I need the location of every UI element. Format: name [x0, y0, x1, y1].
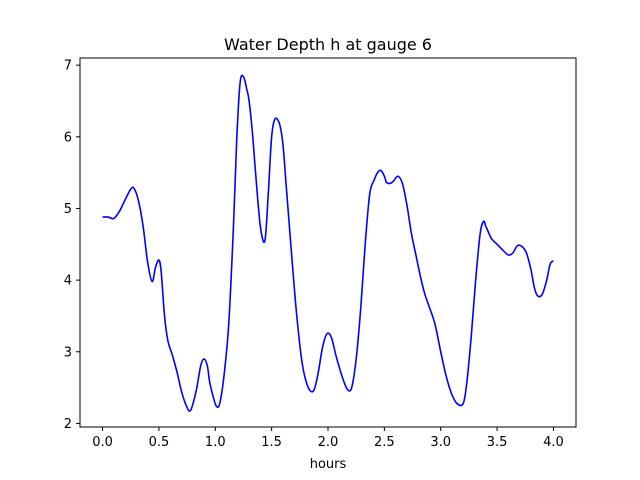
y-tick-label: 2: [64, 417, 72, 432]
x-tick-label: 3.5: [487, 435, 508, 450]
y-tick-label: 5: [64, 202, 72, 217]
x-axis-label: hours: [310, 457, 347, 472]
y-axis-ticks: 2 3 4 5 6 7: [64, 59, 80, 432]
y-tick-label: 4: [64, 274, 72, 289]
y-tick-label: 6: [64, 130, 72, 145]
x-tick-label: 4.0: [543, 435, 564, 450]
chart-title: Water Depth h at gauge 6: [224, 35, 432, 54]
plot-frame: [79, 57, 577, 428]
x-tick-label: 1.5: [261, 435, 282, 450]
x-tick-label: 0.0: [92, 435, 113, 450]
x-tick-label: 1.0: [205, 435, 226, 450]
x-tick-label: 2.5: [374, 435, 395, 450]
x-tick-label: 2.0: [318, 435, 339, 450]
x-axis-ticks: 0.0 0.5 1.0 1.5 2.0 2.5 3.0 3.5 4.0: [92, 427, 564, 450]
series-layer: [102, 74, 555, 412]
y-tick-label: 7: [64, 59, 72, 74]
y-tick-label: 3: [64, 345, 72, 360]
x-tick-label: 0.5: [149, 435, 170, 450]
x-tick-label: 3.0: [430, 435, 451, 450]
series-line-0: [102, 74, 555, 412]
